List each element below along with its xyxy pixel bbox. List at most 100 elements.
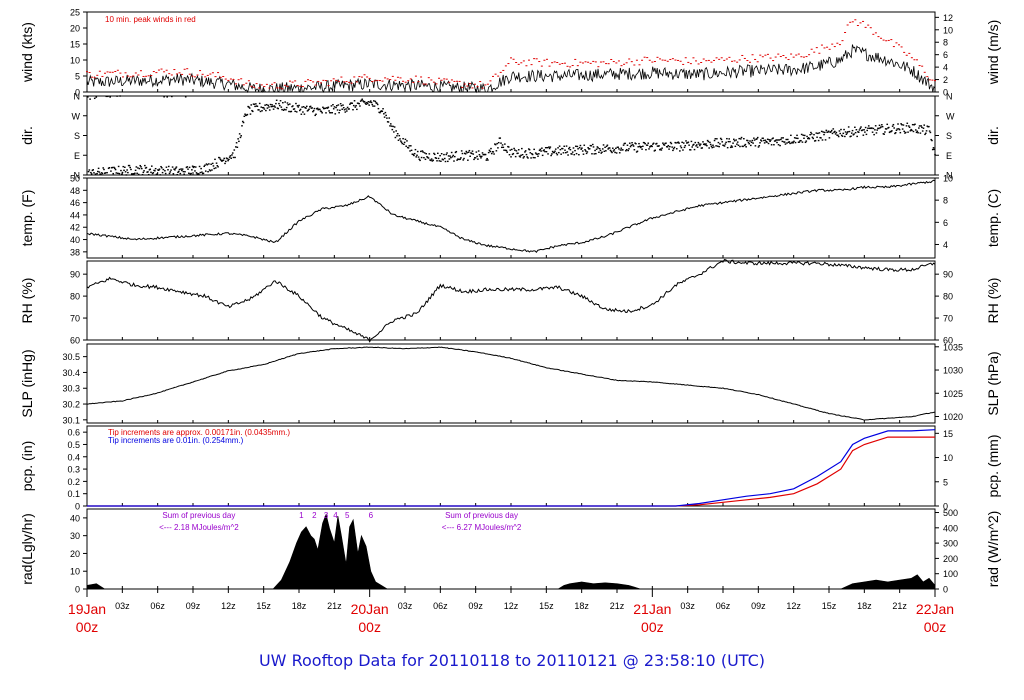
direction-point [537,153,540,155]
direction-point [461,152,464,155]
direction-point [631,142,633,144]
direction-point [365,103,367,105]
direction-point [759,142,761,144]
direction-point [278,104,281,107]
rh-tick-label-right: 80 [943,292,953,302]
direction-point [265,109,267,112]
direction-point [559,148,562,151]
direction-point [123,169,125,172]
direction-point [745,146,747,148]
direction-point [911,129,913,132]
direction-point [232,156,235,159]
direction-point [887,126,890,129]
direction-point [486,157,488,160]
direction-point [736,143,738,145]
direction-point [514,149,516,151]
direction-point [825,129,828,132]
direction-point [163,96,165,98]
direction-point [675,142,677,144]
direction-point [284,101,286,103]
direction-point [618,152,621,154]
direction-point [200,167,202,170]
rad-tick-label-left: 0 [75,585,80,595]
direction-point [627,149,630,152]
direction-point [392,125,394,128]
direction-point [140,166,142,168]
direction-point [300,113,303,115]
direction-point [924,133,926,136]
direction-point [290,110,293,113]
direction-point [228,158,230,161]
direction-point [881,124,883,126]
direction-point [171,95,173,98]
direction-point [704,144,707,146]
direction-point [271,104,273,106]
temp-ylabel-left: temp. (F) [19,190,35,247]
direction-point [875,132,878,134]
rad-tick-label-left: 40 [70,513,80,523]
direction-point [261,110,263,112]
direction-point [696,146,699,148]
direction-point [728,138,730,140]
direction-point [541,154,544,157]
direction-point [343,109,346,111]
direction-point [351,102,354,104]
direction-point [749,144,752,147]
direction-point [363,100,366,103]
direction-point [618,148,620,150]
direction-point [359,105,361,107]
direction-point [527,157,529,159]
direction-point [660,149,663,151]
direction-point [706,139,709,142]
direction-point [625,150,627,152]
direction-point [413,154,415,157]
direction-point [857,131,860,133]
direction-point [788,141,791,143]
direction-point [539,148,542,151]
direction-point [181,169,183,172]
direction-point [796,134,798,137]
direction-point [756,136,759,139]
direction-point [334,113,337,115]
direction-point [397,139,400,141]
direction-point [404,138,407,141]
direction-point [187,168,189,170]
direction-point [106,171,108,174]
direction-point [879,127,882,129]
rh-tick-label-left: 70 [70,314,80,324]
direction-point [572,147,575,149]
direction-point [303,113,306,115]
direction-point [517,149,520,151]
direction-point [668,148,670,150]
direction-point [562,152,565,154]
direction-point [897,128,900,130]
pcp-tick-label-right: 5 [943,477,948,487]
direction-point [427,157,430,159]
direction-point [501,144,504,146]
direction-point [480,155,483,158]
direction-point [439,154,441,157]
pcp-red-line [87,436,935,507]
rad-tick-label-right: 300 [943,539,958,549]
direction-point [190,172,192,175]
direction-point [297,106,300,108]
direction-point [606,144,609,146]
direction-point [900,123,902,125]
direction-point [639,146,642,149]
direction-point [534,156,536,159]
rh-tick-label-left: 90 [70,270,80,280]
direction-point [717,141,720,144]
direction-point [344,111,347,113]
direction-point [198,173,200,175]
direction-point [224,160,227,163]
direction-point [820,137,822,139]
direction-point [202,172,205,174]
direction-point [558,145,561,147]
direction-point [215,162,218,164]
direction-point [280,106,283,108]
direction-point [743,137,745,140]
direction-point [824,139,827,141]
direction-point [714,138,717,140]
day-date-label: 22Jan [916,601,954,617]
